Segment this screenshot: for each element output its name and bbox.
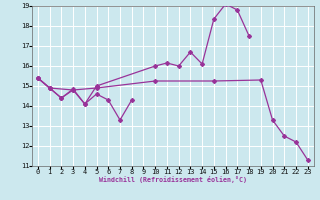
X-axis label: Windchill (Refroidissement éolien,°C): Windchill (Refroidissement éolien,°C) bbox=[99, 176, 247, 183]
